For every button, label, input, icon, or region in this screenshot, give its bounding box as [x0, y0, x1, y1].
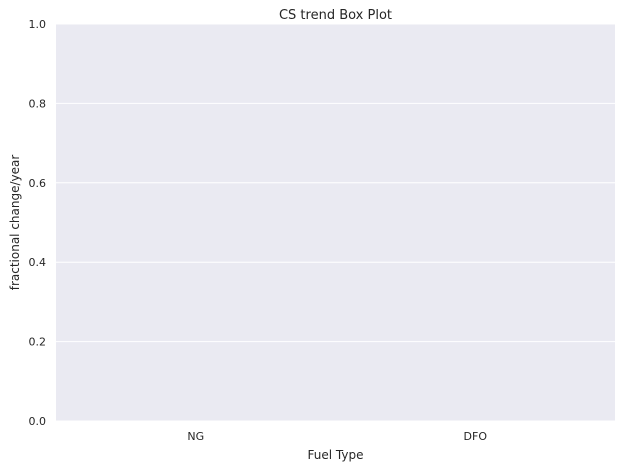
y-tick-label: 0.2 [29, 336, 47, 349]
y-axis-ticks: 0.0 0.2 0.4 0.6 0.8 1.0 [29, 18, 47, 428]
plot-area [56, 24, 615, 421]
y-tick-label: 0.8 [29, 97, 47, 110]
x-axis-label: Fuel Type [308, 448, 364, 462]
x-axis-ticks: NG DFO [187, 430, 487, 443]
y-axis-label: fractional change/year [8, 155, 22, 291]
chart-title: CS trend Box Plot [279, 8, 392, 23]
grid-lines [56, 23, 615, 422]
y-tick-label: 0.0 [29, 415, 47, 428]
x-tick-label: NG [187, 430, 204, 443]
x-tick-label: DFO [464, 430, 488, 443]
y-tick-label: 0.4 [29, 256, 47, 269]
y-tick-label: 1.0 [29, 18, 47, 31]
y-tick-label: 0.6 [29, 177, 47, 190]
